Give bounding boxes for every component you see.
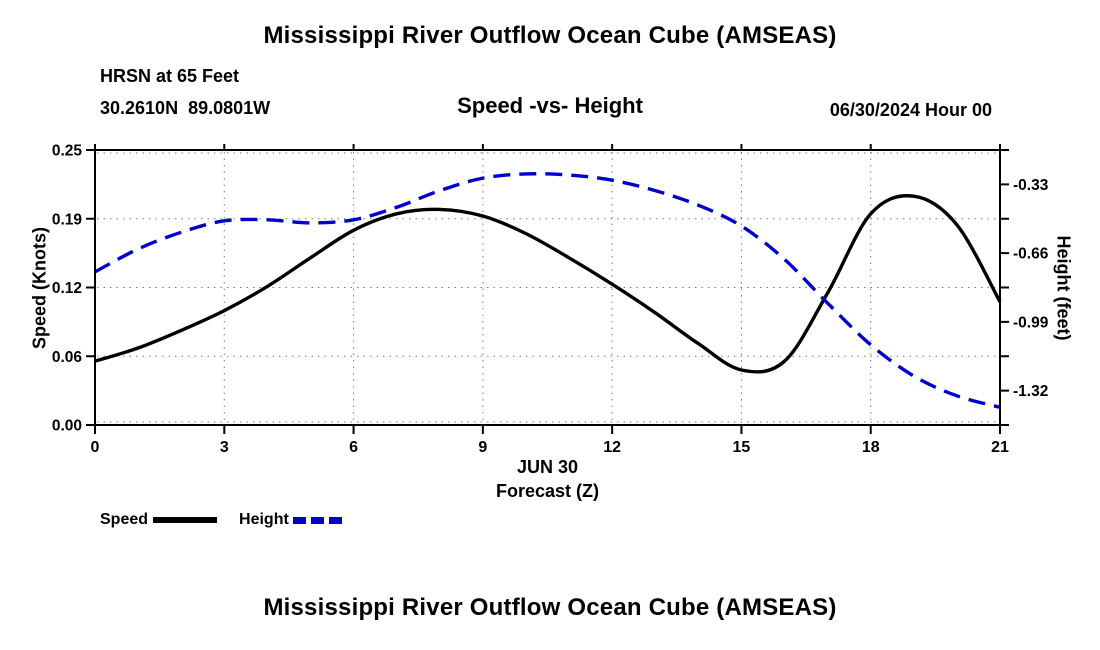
chart-plot: 0.25 0.19 0.12 0.06 0.00 -0.33 -0.66 -0.99 -1.32… xyxy=(52,143,1049,457)
left-tick-label: 0.00 xyxy=(52,418,82,435)
right-tick-label: -0.99 xyxy=(1013,314,1049,331)
legend: Speed Height xyxy=(100,511,343,529)
x-tick-label: 12 xyxy=(603,439,621,456)
datetime-label: 06/30/2024 Hour 00 xyxy=(829,100,992,120)
x-axis-title: Forecast (Z) xyxy=(495,481,600,501)
right-tick-label: -0.66 xyxy=(1013,246,1049,263)
x-tick-label: 21 xyxy=(991,439,1009,456)
x-tick-label: 6 xyxy=(349,439,358,456)
station-label: HRSN at 65 Feet xyxy=(100,66,240,86)
x-axis-date-label: JUN 30 xyxy=(516,457,579,477)
left-tick-label: 0.12 xyxy=(52,280,82,297)
top-title: Mississippi River Outflow Ocean Cube (AM… xyxy=(263,22,837,49)
bottom-title: Mississippi River Outflow Ocean Cube (AM… xyxy=(263,594,837,621)
legend-height-label: Height xyxy=(239,511,289,528)
coordinates-label: 30.2610N 89.0801W xyxy=(100,98,271,118)
plot-title: Speed -vs- Height xyxy=(457,93,643,118)
left-tick-label: 0.06 xyxy=(52,349,83,366)
left-tick-label: 0.25 xyxy=(52,143,83,160)
legend-speed-line xyxy=(153,517,218,523)
legend-speed-label: Speed xyxy=(100,511,149,528)
x-tick-label: 3 xyxy=(220,439,229,456)
right-tick-label: -0.33 xyxy=(1013,177,1049,194)
x-tick-label: 9 xyxy=(478,439,487,456)
x-tick-label: 18 xyxy=(862,439,880,456)
x-tick-label: 15 xyxy=(733,439,751,456)
height-curve xyxy=(94,172,1001,409)
right-tick-label: -1.32 xyxy=(1013,383,1048,400)
x-tick-label: 0 xyxy=(91,439,100,456)
speed-curve xyxy=(94,194,1002,374)
left-tick-label: 0.19 xyxy=(52,211,83,228)
legend-height-line xyxy=(292,516,343,524)
